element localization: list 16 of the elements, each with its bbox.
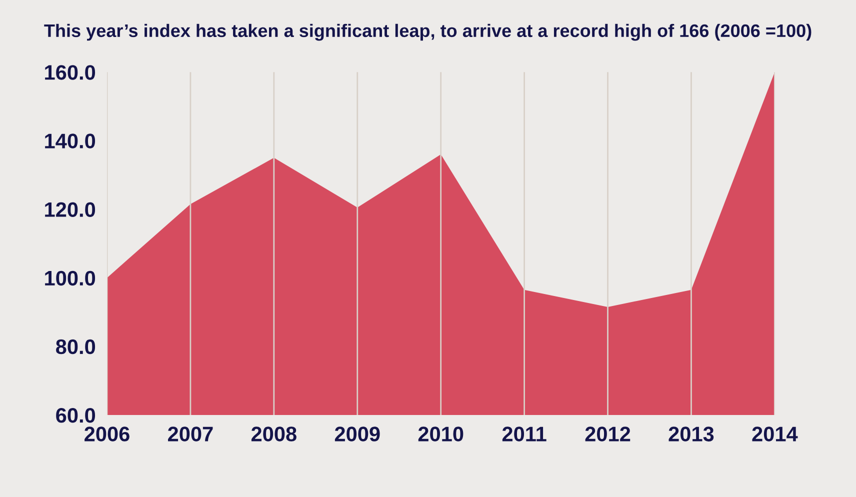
x-tick-label: 2007 <box>168 426 213 442</box>
y-tick-label: 140.0 <box>45 134 96 148</box>
y-tick-label: 100.0 <box>45 270 96 286</box>
x-tick-label: 2014 <box>752 426 798 442</box>
x-tick-label: 2009 <box>334 426 380 442</box>
x-tick-label: 2006 <box>84 426 130 442</box>
x-tick-label: 2010 <box>418 426 464 442</box>
chart-title: This year’s index has taken a significant leap, to arrive at a record high of 166 (2006 =100) <box>44 24 812 41</box>
x-tick-label: 2008 <box>251 426 296 442</box>
x-tick-label: 2012 <box>585 426 630 442</box>
y-tick-label: 160.0 <box>45 65 96 80</box>
x-tick-label: 2011 <box>502 426 546 442</box>
x-tick-label: 2013 <box>668 426 714 442</box>
y-tick-label: 120.0 <box>45 202 96 217</box>
y-tick-label: 80.0 <box>56 339 96 354</box>
y-tick-label: 60.0 <box>56 408 96 423</box>
